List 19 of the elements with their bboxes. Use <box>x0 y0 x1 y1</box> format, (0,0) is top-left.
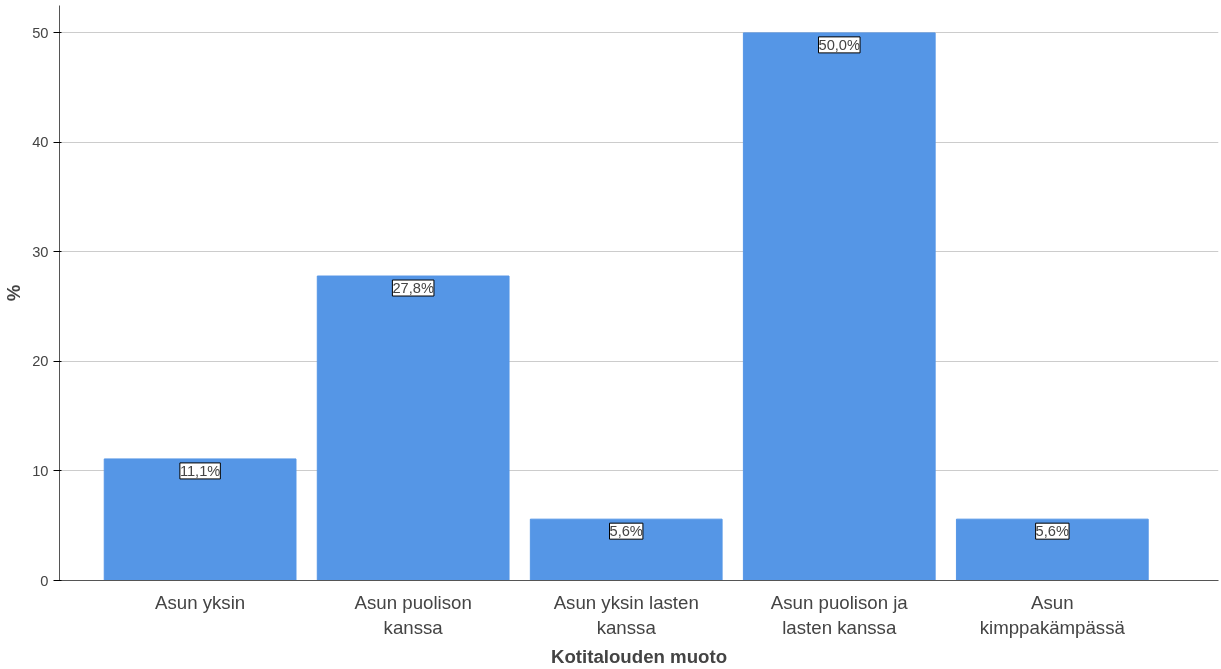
y-tick-label: 50 <box>32 24 49 41</box>
x-axis-title: Kotitalouden muoto <box>550 645 728 667</box>
bar <box>316 275 510 581</box>
y-tick-label: 10 <box>32 462 49 479</box>
x-tick-label: Asun yksin <box>155 591 246 613</box>
bar <box>955 518 1149 581</box>
y-tick-label: 20 <box>32 353 49 370</box>
data-label: 11,1% <box>179 462 221 479</box>
y-tick-label: 30 <box>32 243 49 260</box>
y-tick-label: 40 <box>32 134 49 151</box>
y-tick-label: 0 <box>40 572 49 589</box>
bar <box>103 458 297 581</box>
x-tick-label: Asun puolison kanssa <box>354 591 472 638</box>
x-tick-label: Asun yksin lasten kanssa <box>553 591 699 638</box>
bar <box>529 518 723 581</box>
y-axis-title: % <box>3 284 25 302</box>
x-tick-label: Asun puolison ja lasten kanssa <box>770 591 909 638</box>
x-tick-label: Asun kimppakämpässä <box>979 591 1126 638</box>
bar <box>742 32 936 581</box>
